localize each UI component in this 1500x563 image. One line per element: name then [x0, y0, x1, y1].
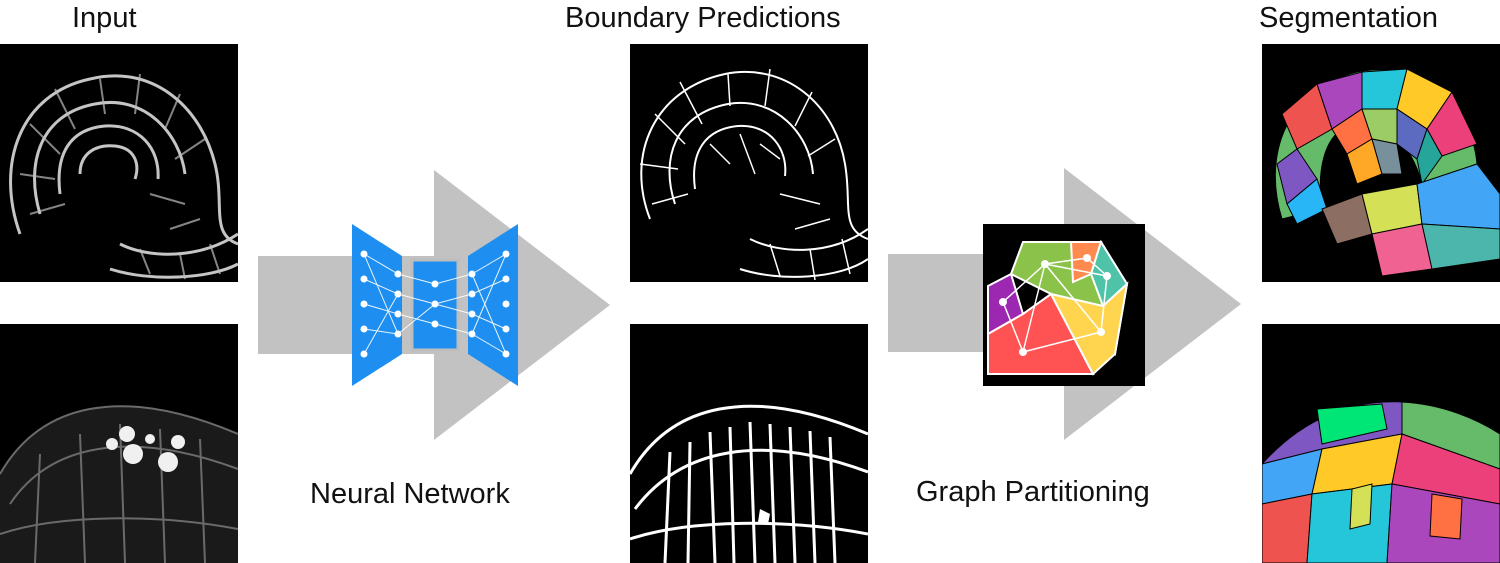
neural-network-caption: Neural Network	[310, 478, 510, 510]
graph-partitioning-caption: Graph Partitioning	[916, 476, 1150, 508]
boundary-image-top	[630, 44, 868, 282]
input-title: Input	[72, 2, 137, 34]
boundary-predictions-title: Boundary Predictions	[565, 2, 841, 34]
segmentation-title: Segmentation	[1259, 2, 1438, 34]
input-image-top	[0, 44, 238, 282]
boundary-image-bottom	[630, 324, 868, 563]
segmentation-image-bottom	[1262, 324, 1500, 563]
arrow-neural-network	[258, 170, 610, 440]
graph-partition-icon	[983, 224, 1145, 386]
input-image-bottom	[0, 324, 238, 563]
segmentation-image-top	[1262, 44, 1500, 282]
neural-network-icon	[352, 224, 518, 386]
